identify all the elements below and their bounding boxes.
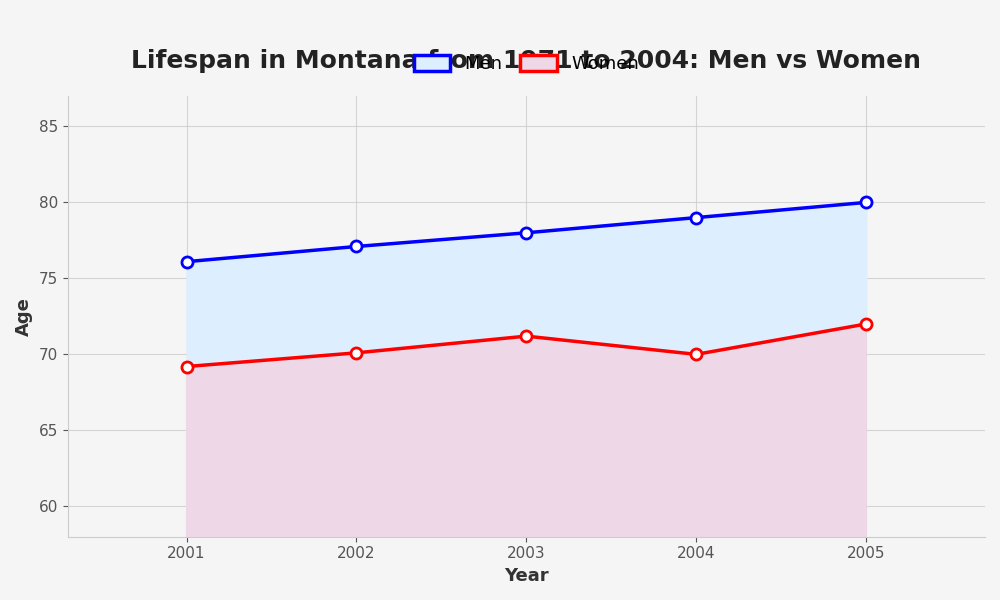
X-axis label: Year: Year bbox=[504, 567, 549, 585]
Title: Lifespan in Montana from 1971 to 2004: Men vs Women: Lifespan in Montana from 1971 to 2004: M… bbox=[131, 49, 921, 73]
Y-axis label: Age: Age bbox=[15, 297, 33, 336]
Legend: Men, Women: Men, Women bbox=[407, 48, 646, 80]
